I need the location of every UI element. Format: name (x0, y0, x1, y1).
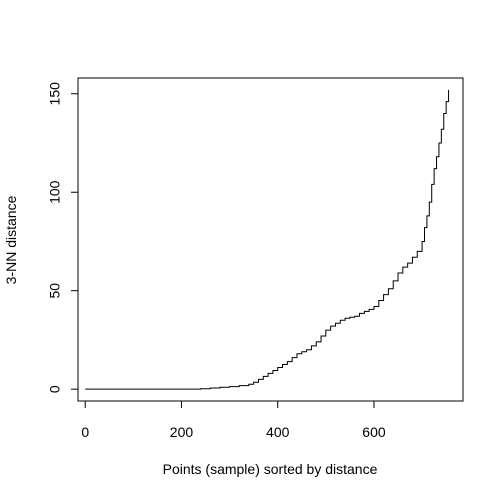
x-axis: 0 200 400 600 (81, 401, 386, 440)
x-tick-label: 400 (266, 424, 290, 440)
series-line (85, 89, 450, 390)
y-axis-title: 3-NN distance (3, 195, 19, 284)
x-tick-label: 600 (362, 424, 386, 440)
y-axis: 0 50 100 150 (47, 82, 78, 393)
y-tick-label: 0 (47, 385, 63, 393)
x-tick-label: 0 (81, 424, 89, 440)
plot-frame (77, 77, 464, 402)
y-tick-label: 100 (47, 180, 63, 204)
x-axis-title: Points (sample) sorted by distance (163, 461, 378, 477)
x-tick-label: 200 (170, 424, 194, 440)
y-tick-label: 50 (47, 283, 63, 299)
y-tick-label: 150 (47, 82, 63, 106)
